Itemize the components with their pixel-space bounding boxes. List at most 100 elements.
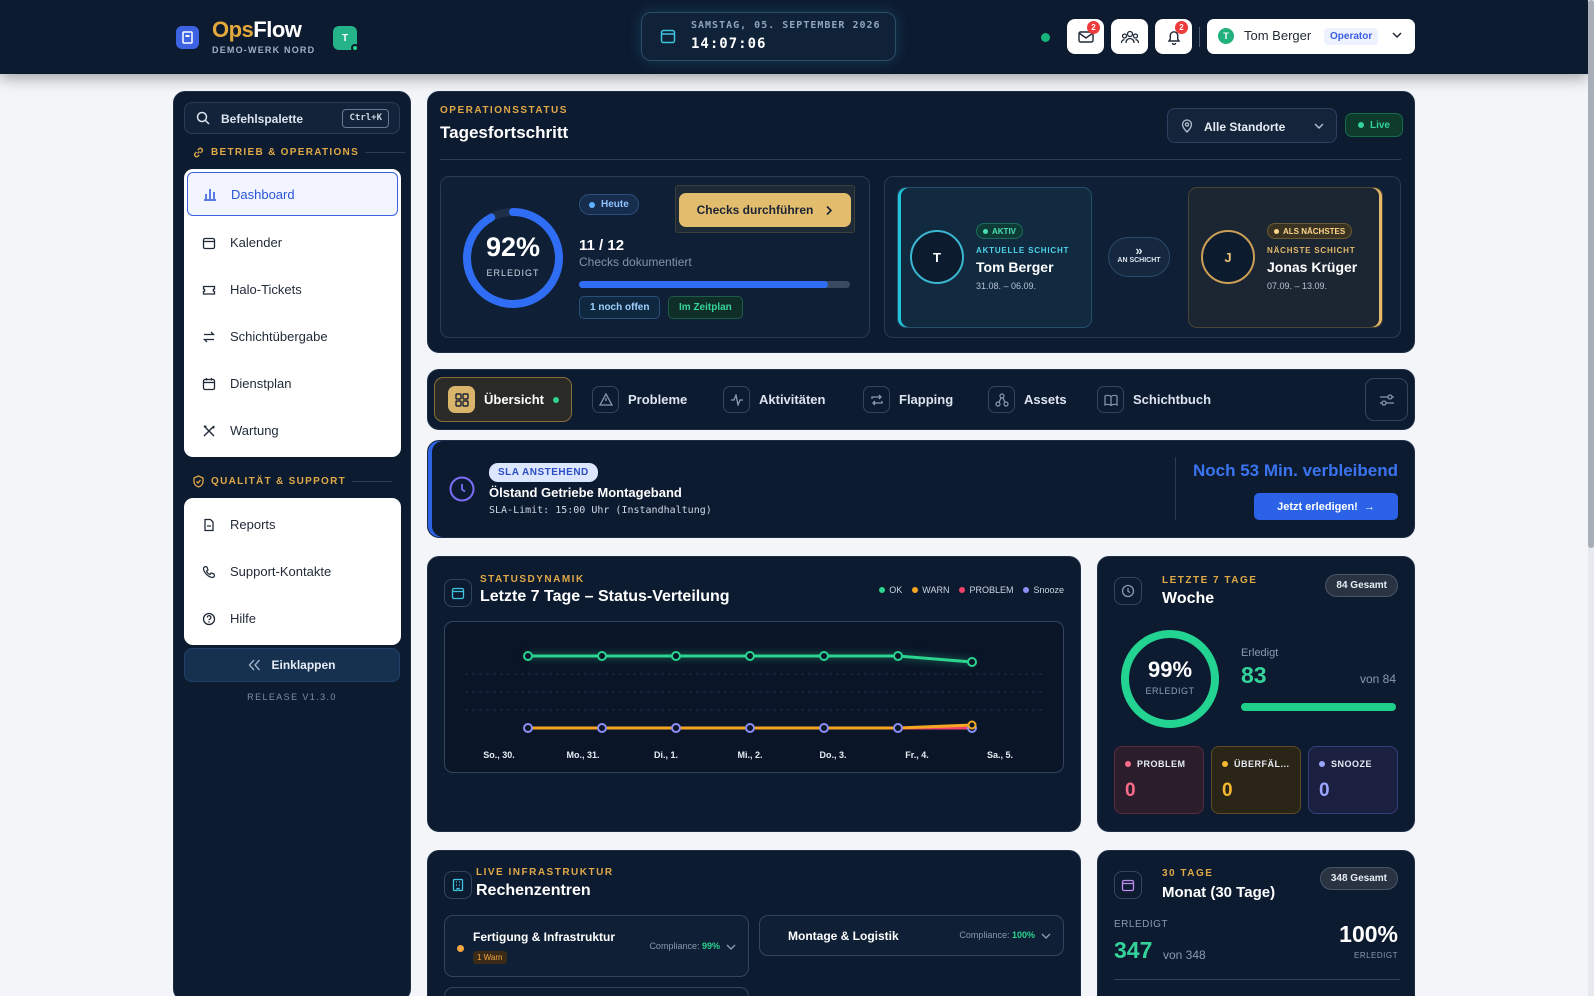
week-summary-panel: LETZTE 7 TAGE Woche 84 Gesamt 99% ERLEDI… (1097, 556, 1415, 832)
problem-stat-card[interactable]: PROBLEM 0 (1114, 746, 1204, 814)
data-point-ok[interactable] (893, 651, 903, 661)
plant-name: DEMO-WERK NORD (212, 45, 316, 55)
shift-person-name: Tom Berger (976, 259, 1054, 275)
ticket-icon (202, 285, 216, 295)
map-pin-icon (1181, 119, 1193, 133)
data-point-snooze[interactable] (819, 723, 829, 733)
legend-warn: WARN (912, 585, 949, 595)
sidebar-item-reports[interactable]: Reports (187, 501, 398, 548)
warn-badge: 1 Warn (473, 951, 507, 964)
current-shift-card[interactable]: T AKTIV AKTUELLE SCHICHT Tom Berger 31.0… (897, 187, 1092, 328)
progress-ring-arc (463, 208, 563, 308)
data-point-ok[interactable] (597, 651, 607, 661)
release-version: RELEASE V1.3.0 (247, 692, 337, 702)
sidebar-item-halo-tickets[interactable]: Halo-Tickets (187, 266, 398, 313)
avatar: T (1218, 28, 1234, 44)
month-percent-label: ERLEDIGT (1353, 951, 1398, 960)
calendar-icon (202, 377, 216, 390)
data-point-snooze[interactable] (671, 723, 681, 733)
location-select[interactable]: Alle Standorte (1167, 108, 1337, 143)
user-name: Tom Berger (1244, 28, 1312, 43)
data-point-ok[interactable] (523, 651, 533, 661)
data-point-snooze[interactable] (597, 723, 607, 733)
handover-button[interactable]: » AN SCHICHT (1108, 237, 1170, 277)
status-distribution-panel: STATUSDYNAMIK Letzte 7 Tage – Status-Ver… (427, 556, 1081, 832)
data-point-snooze[interactable] (523, 723, 533, 733)
double-chevron-left-icon (249, 659, 261, 671)
section-eyebrow: 30 TAGE (1162, 868, 1214, 879)
next-shift-card[interactable]: J ALS NÄCHSTES NÄCHSTE SCHICHT Jonas Krü… (1188, 187, 1383, 328)
sidebar-item-dienstplan[interactable]: Dienstplan (187, 360, 398, 407)
overdue-stat-card[interactable]: ÜBERFÄL... 0 (1211, 746, 1301, 814)
data-point-snooze[interactable] (745, 723, 755, 733)
scrollbar-thumb[interactable] (1588, 0, 1594, 548)
week-percent: 99% (1147, 657, 1193, 682)
tab-probleme[interactable]: Probleme (592, 377, 687, 422)
week-progress-bar (1241, 703, 1397, 711)
online-dot (351, 44, 359, 52)
tab-assets[interactable]: Assets (988, 377, 1067, 422)
complete-now-button[interactable]: Jetzt erledigen! → (1254, 493, 1398, 520)
tenant-badge[interactable]: T (333, 26, 359, 52)
shift-card: T AKTIV AKTUELLE SCHICHT Tom Berger 31.0… (884, 176, 1401, 338)
data-point-snooze[interactable] (893, 723, 903, 733)
tab-aktivitaeten[interactable]: Aktivitäten (723, 377, 825, 422)
sidebar-item-schichtuebergabe[interactable]: Schichtübergabe (187, 313, 398, 360)
snooze-stat-card[interactable]: SNOOZE 0 (1308, 746, 1398, 814)
data-center-card[interactable]: Montage & Logistik Compliance: 100% (759, 915, 1064, 956)
top-bar: OpsFlow DEMO-WERK NORD T SAMSTAG, 05. SE… (0, 0, 1588, 74)
team-button[interactable] (1111, 19, 1148, 54)
data-point-ok[interactable] (671, 651, 681, 661)
shift-dates: 31.08. – 06.09. (976, 281, 1037, 291)
user-menu[interactable]: T Tom Berger Operator (1207, 19, 1415, 54)
sidebar-item-support-kontakte[interactable]: Support-Kontakte (187, 548, 398, 595)
view-settings-button[interactable] (1365, 378, 1408, 421)
sidebar-item-kalender[interactable]: Kalender (187, 219, 398, 266)
notifications-button[interactable]: 2 (1155, 19, 1192, 54)
network-icon (994, 392, 1009, 407)
data-point-ok[interactable] (745, 651, 755, 661)
calendar-icon (660, 29, 676, 44)
sliders-icon (1379, 393, 1394, 406)
data-point-warn[interactable] (967, 720, 977, 730)
shift-person-name: Jonas Krüger (1267, 259, 1358, 275)
command-palette-button[interactable]: Befehlspalette Ctrl+K (184, 102, 400, 134)
swap-icon (202, 331, 216, 342)
x-tick-label: Sa., 5. (987, 750, 1013, 760)
tab-flapping[interactable]: Flapping (863, 377, 953, 422)
sidebar-item-hilfe[interactable]: Hilfe (187, 595, 398, 642)
page-scrollbar[interactable] (1588, 0, 1594, 996)
week-progress-arc (1121, 630, 1219, 728)
legend-ok: OK (879, 585, 902, 595)
tab-uebersicht[interactable]: Übersicht (434, 377, 572, 422)
progress-percent: 92% (485, 232, 541, 262)
view-tabs: Übersicht Probleme Aktivitäten Flapping … (427, 369, 1415, 430)
search-icon (196, 111, 210, 125)
section-header-operations: BETRIEB & OPERATIONS (192, 145, 406, 159)
connection-status-dot (1041, 33, 1050, 42)
collapse-sidebar-button[interactable]: Einklappen (184, 648, 400, 682)
shield-icon (193, 474, 204, 488)
status-line-chart: So., 30. Mo., 31. Di., 1. Mi., 2. Do., 3. Fr.… (465, 651, 1045, 760)
tab-schichtbuch[interactable]: Schichtbuch (1097, 377, 1211, 422)
app-name[interactable]: OpsFlow (212, 17, 302, 42)
bar-chart-icon (204, 189, 216, 201)
checks-count-label: Checks dokumentiert (579, 255, 692, 269)
sidebar-item-dashboard[interactable]: Dashboard (187, 172, 398, 216)
avatar: J (1201, 230, 1255, 284)
perform-checks-button[interactable]: Checks durchführen (679, 193, 851, 227)
repeat-icon (870, 394, 883, 405)
data-point-ok[interactable] (819, 651, 829, 661)
data-center-card[interactable] (444, 987, 749, 996)
data-point-ok[interactable] (967, 657, 977, 667)
section-title: Letzte 7 Tage – Status-Verteilung (480, 588, 730, 605)
today-badge: Heute (579, 194, 639, 215)
mail-button[interactable]: 2 (1067, 19, 1104, 54)
shift-role-label: AKTUELLE SCHICHT (976, 246, 1070, 255)
month-percent: 100% (1339, 921, 1398, 947)
building-icon[interactable] (176, 26, 199, 49)
sidebar-item-wartung[interactable]: Wartung (187, 407, 398, 454)
warning-icon (598, 393, 613, 406)
sla-title: Ölstand Getriebe Montageband (489, 485, 682, 500)
data-center-card[interactable]: Fertigung & Infrastruktur 1 Warn Complia… (444, 915, 749, 977)
